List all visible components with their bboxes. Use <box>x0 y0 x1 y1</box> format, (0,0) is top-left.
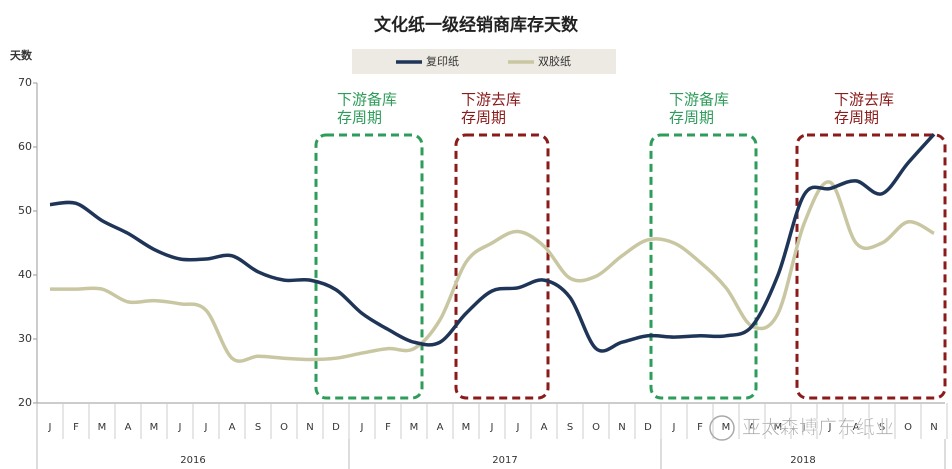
series-line <box>50 180 935 363</box>
x-tick-label: O <box>592 422 600 433</box>
annotation: 存周期 <box>834 109 879 127</box>
legend-label: 双胶纸 <box>538 54 571 68</box>
annotation: 下游去库 <box>461 91 521 109</box>
x-tick-label: A <box>541 422 548 433</box>
x-tick-label: J <box>802 422 806 433</box>
x-tick-label: J <box>672 422 676 433</box>
legend-box <box>352 49 616 74</box>
period-box <box>649 133 758 400</box>
x-tick-label: A <box>125 422 132 433</box>
y-tick-label: 70 <box>18 76 32 89</box>
year-label: 2017 <box>492 455 517 466</box>
x-tick-label: J <box>48 422 52 433</box>
x-tick-label: O <box>280 422 288 433</box>
x-tick-label: M <box>722 422 731 433</box>
year-label: 2018 <box>790 455 815 466</box>
x-tick-label: M <box>98 422 107 433</box>
x-tick-label: M <box>774 422 783 433</box>
x-tick-label: N <box>618 422 625 433</box>
x-tick-label: S <box>255 422 261 433</box>
legend-label: 复印纸 <box>426 54 459 68</box>
x-tick-label: M <box>150 422 159 433</box>
x-tick-label: A <box>229 422 236 433</box>
x-tick-label: J <box>490 422 494 433</box>
year-label: 2016 <box>180 455 205 466</box>
y-axis-label: 天数 <box>10 48 33 62</box>
annotation: 存周期 <box>337 109 382 127</box>
annotation: 下游备库 <box>337 91 397 109</box>
y-tick-label: 30 <box>18 332 32 345</box>
x-tick-label: J <box>360 422 364 433</box>
chart-title: 文化纸一级经销商库存天数 <box>374 15 579 36</box>
annotation: 存周期 <box>461 109 506 127</box>
x-tick-label: D <box>332 422 340 433</box>
x-tick-label: F <box>73 422 79 433</box>
x-tick-label: S <box>879 422 885 433</box>
x-tick-label: O <box>904 422 912 433</box>
x-tick-label: M <box>410 422 419 433</box>
period-box <box>795 133 947 400</box>
y-tick-label: 50 <box>18 204 32 217</box>
watermark: 亚太森博广东纸业 <box>742 417 894 439</box>
x-tick-label: J <box>828 422 832 433</box>
period-box <box>314 133 424 400</box>
x-tick-label: N <box>930 422 937 433</box>
x-tick-label: A <box>749 422 756 433</box>
period-box <box>454 133 550 400</box>
x-tick-label: A <box>437 422 444 433</box>
y-tick-label: 60 <box>18 140 32 153</box>
y-tick-label: 40 <box>18 268 32 281</box>
annotation: 下游备库 <box>669 91 729 109</box>
series-line <box>49 133 936 353</box>
y-tick-label: 20 <box>18 396 32 409</box>
x-tick-label: J <box>178 422 182 433</box>
x-tick-label: J <box>516 422 520 433</box>
annotation: 存周期 <box>669 109 714 127</box>
watermark-icon <box>709 415 735 441</box>
x-tick-label: J <box>204 422 208 433</box>
x-tick-label: N <box>306 422 313 433</box>
x-tick-label: F <box>385 422 391 433</box>
annotation: 下游去库 <box>834 91 894 109</box>
x-tick-label: M <box>462 422 471 433</box>
x-tick-label: D <box>644 422 652 433</box>
x-tick-label: A <box>853 422 860 433</box>
x-tick-label: S <box>567 422 573 433</box>
x-tick-label: F <box>697 422 703 433</box>
